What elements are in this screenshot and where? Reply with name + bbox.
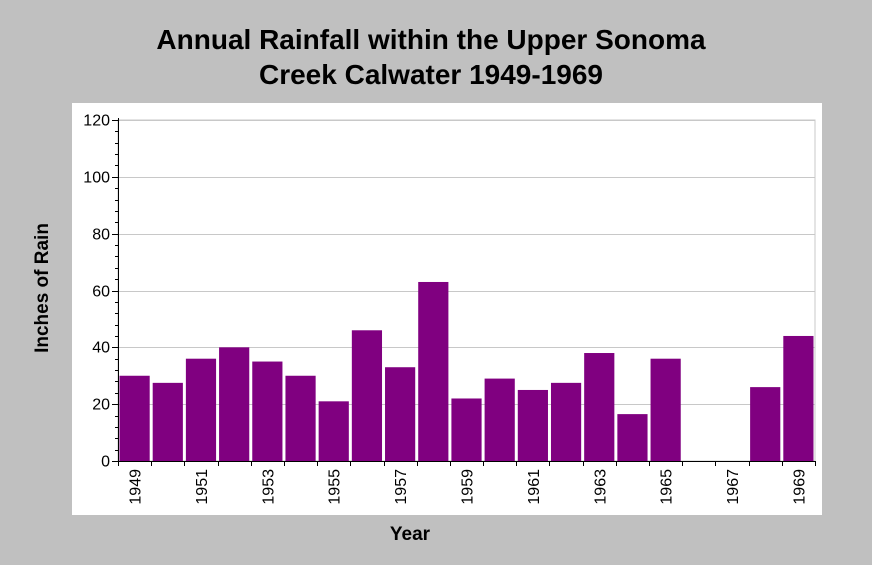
bar-1955 — [318, 401, 349, 461]
bar-1961 — [517, 389, 548, 461]
bar-1953 — [252, 361, 283, 461]
bar-1965 — [650, 358, 681, 461]
chart-title-line-2: Creek Calwater 1949-1969 — [258, 59, 603, 90]
bar-1958 — [418, 281, 449, 461]
bar-1959 — [451, 398, 482, 461]
x-tick-label: 1951 — [194, 469, 211, 505]
x-axis-label: Year — [389, 524, 431, 545]
x-tick-label: 1953 — [260, 469, 277, 505]
bar-1954 — [285, 375, 316, 461]
bar-1956 — [351, 330, 383, 461]
y-tick-label: 20 — [92, 397, 110, 414]
y-tick-label: 60 — [92, 284, 110, 301]
bar-1951 — [185, 358, 217, 461]
bar-1952 — [219, 347, 250, 461]
chart-title: Annual Rainfall within the Upper Sonoma … — [0, 22, 862, 92]
y-axis-label: Inches of Rain — [32, 223, 53, 353]
y-tick-label: 40 — [92, 340, 110, 357]
bar-1969 — [783, 335, 814, 461]
bar-1968 — [750, 387, 781, 461]
x-tick-label: 1967 — [725, 469, 742, 505]
x-tick-label: 1957 — [393, 469, 410, 505]
bar-1960 — [484, 378, 515, 461]
x-tick-label: 1965 — [659, 469, 676, 505]
y-tick-label: 80 — [92, 227, 110, 244]
bar-1957 — [385, 367, 416, 461]
x-tick-label: 1949 — [128, 469, 145, 505]
x-tick-label: 1961 — [526, 469, 543, 505]
y-tick-label: 0 — [101, 454, 110, 471]
x-tick-label: 1955 — [327, 469, 344, 505]
chart-title-line-1: Annual Rainfall within the Upper Sonoma — [156, 24, 706, 55]
y-tick-label: 100 — [83, 170, 110, 187]
y-tick-label: 120 — [83, 113, 110, 130]
bar-1949 — [119, 375, 150, 461]
x-tick-label: 1969 — [791, 469, 808, 505]
bar-1963 — [584, 353, 615, 461]
bar-1950 — [152, 382, 183, 461]
x-tick-label: 1963 — [592, 469, 609, 505]
bar-1964 — [617, 414, 648, 461]
bar-1962 — [550, 382, 582, 461]
x-tick-label: 1959 — [460, 469, 477, 505]
